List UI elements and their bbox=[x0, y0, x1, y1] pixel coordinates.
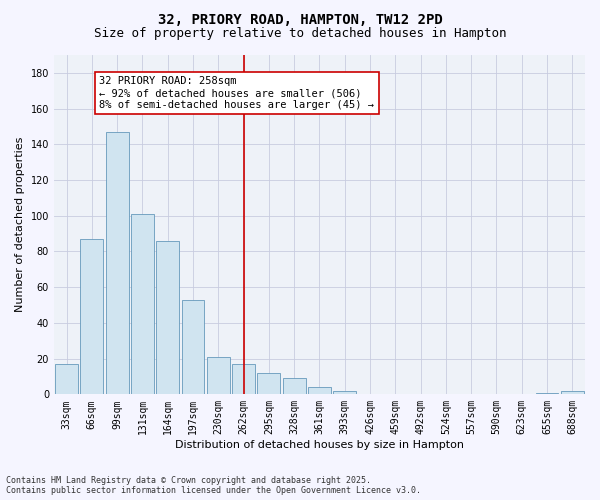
Bar bbox=[182, 300, 205, 394]
Bar bbox=[283, 378, 305, 394]
Bar bbox=[131, 214, 154, 394]
Text: Size of property relative to detached houses in Hampton: Size of property relative to detached ho… bbox=[94, 28, 506, 40]
Bar bbox=[207, 357, 230, 395]
Bar bbox=[257, 373, 280, 394]
Text: 32 PRIORY ROAD: 258sqm
← 92% of detached houses are smaller (506)
8% of semi-det: 32 PRIORY ROAD: 258sqm ← 92% of detached… bbox=[100, 76, 374, 110]
Text: 32, PRIORY ROAD, HAMPTON, TW12 2PD: 32, PRIORY ROAD, HAMPTON, TW12 2PD bbox=[158, 12, 442, 26]
Bar bbox=[106, 132, 128, 394]
Bar bbox=[308, 387, 331, 394]
Text: Contains HM Land Registry data © Crown copyright and database right 2025.
Contai: Contains HM Land Registry data © Crown c… bbox=[6, 476, 421, 495]
Bar bbox=[157, 240, 179, 394]
Y-axis label: Number of detached properties: Number of detached properties bbox=[15, 137, 25, 312]
Bar bbox=[561, 391, 584, 394]
Bar bbox=[55, 364, 78, 394]
Bar bbox=[536, 392, 559, 394]
Bar bbox=[334, 391, 356, 394]
Bar bbox=[232, 364, 255, 394]
X-axis label: Distribution of detached houses by size in Hampton: Distribution of detached houses by size … bbox=[175, 440, 464, 450]
Bar bbox=[80, 239, 103, 394]
